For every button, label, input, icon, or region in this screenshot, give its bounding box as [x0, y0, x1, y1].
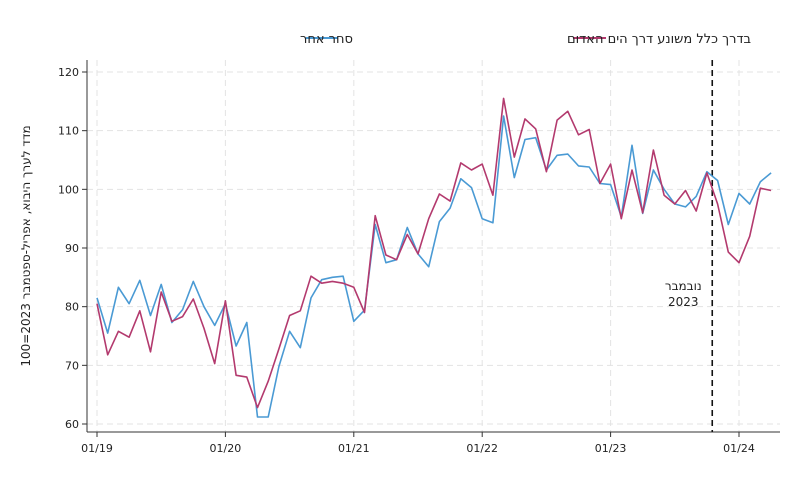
series-line-red-sea: [96, 97, 772, 409]
y-tick-label: 90: [65, 242, 79, 255]
annotation-month: נובמבר: [665, 279, 702, 293]
grid-lines: [87, 60, 780, 432]
axes: [86, 60, 780, 433]
series-line-other-trade: [96, 115, 772, 418]
y-axis-title: מדד לערך היבוא, אפריל-ספטמבר 2023=100: [19, 125, 33, 366]
tick-labels: 60 70 80 90 100 110 120 01/19 01/20 01/21 01/22 01/…: [58, 66, 755, 455]
y-tick-label: 60: [65, 418, 79, 431]
legend-label-other-trade: סחר אחר: [300, 32, 353, 47]
x-tick-label: 01/19: [81, 442, 113, 455]
x-tick-label: 01/23: [595, 442, 627, 455]
annotation-year: 2023: [668, 295, 699, 309]
x-tick-label: 01/20: [210, 442, 242, 455]
legend-label-red-sea: בדרך כלל משונע דרך הים האדום: [567, 32, 751, 47]
y-tick-label: 80: [65, 301, 79, 314]
y-tick-label: 110: [58, 125, 79, 138]
y-tick-label: 70: [65, 359, 79, 372]
legend-item-red-sea: בדרך כלל משונע דרך הים האדום: [567, 32, 751, 47]
november-2023-annotation: נובמבר 2023: [665, 60, 714, 432]
x-tick-label: 01/24: [723, 442, 755, 455]
x-tick-label: 01/22: [466, 442, 498, 455]
series-lines: [96, 97, 772, 418]
legend: בדרך כלל משונע דרך הים האדום סחר אחר: [300, 32, 751, 47]
legend-item-other-trade: סחר אחר: [300, 32, 353, 47]
y-tick-label: 100: [58, 183, 79, 196]
x-tick-label: 01/21: [338, 442, 370, 455]
y-tick-label: 120: [58, 66, 79, 79]
